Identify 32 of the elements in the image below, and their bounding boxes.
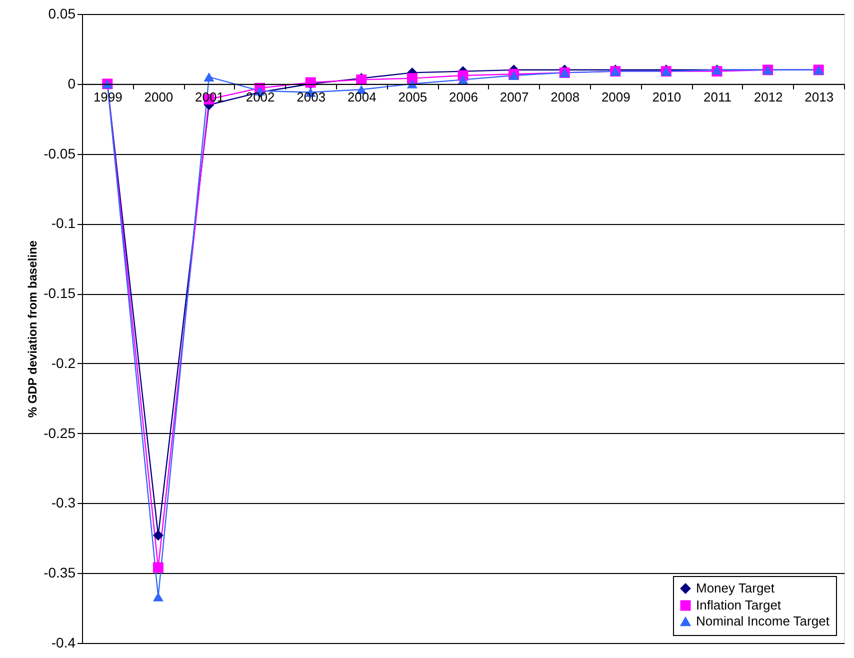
x-tick-label: 2009 xyxy=(601,89,630,104)
y-tick-label: -0.1 xyxy=(51,215,76,232)
y-tick-label: -0.25 xyxy=(44,424,76,441)
x-tick-label: 2007 xyxy=(500,89,529,104)
x-tick-label: 2013 xyxy=(804,89,834,104)
y-tick-label: -0.15 xyxy=(44,285,76,302)
x-tick-label: 2003 xyxy=(296,89,326,104)
y-tick-label: 0 xyxy=(68,75,76,92)
x-tick-label: 2000 xyxy=(144,89,174,104)
x-tick-label: 2005 xyxy=(398,89,428,104)
y-tick-label: -0.05 xyxy=(44,145,76,162)
legend-label: Inflation Target xyxy=(696,598,782,612)
point xyxy=(204,72,214,82)
point xyxy=(458,75,468,84)
legend-label: Nominal Income Target xyxy=(696,614,830,628)
x-tick-label: 2006 xyxy=(449,89,478,104)
y-axis-title: % GDP deviation from baseline xyxy=(26,240,40,418)
x-tick-label: 2008 xyxy=(550,89,580,104)
point xyxy=(152,530,164,541)
point xyxy=(152,562,164,573)
point xyxy=(406,73,418,84)
legend-label: Money Target xyxy=(696,580,775,596)
y-tick-label: -0.4 xyxy=(51,634,76,650)
y-tick-label: -0.3 xyxy=(51,494,76,511)
y-tick-label: -0.2 xyxy=(51,354,76,371)
x-tick-label: 2012 xyxy=(754,89,783,104)
x-tick-label: 2004 xyxy=(347,89,376,104)
point xyxy=(152,592,164,602)
x-tick-label: 2011 xyxy=(704,89,732,104)
y-tick-label: 0.05 xyxy=(48,6,76,22)
y-tick-label: -0.35 xyxy=(44,564,76,581)
x-tick-label: 2010 xyxy=(652,89,682,104)
